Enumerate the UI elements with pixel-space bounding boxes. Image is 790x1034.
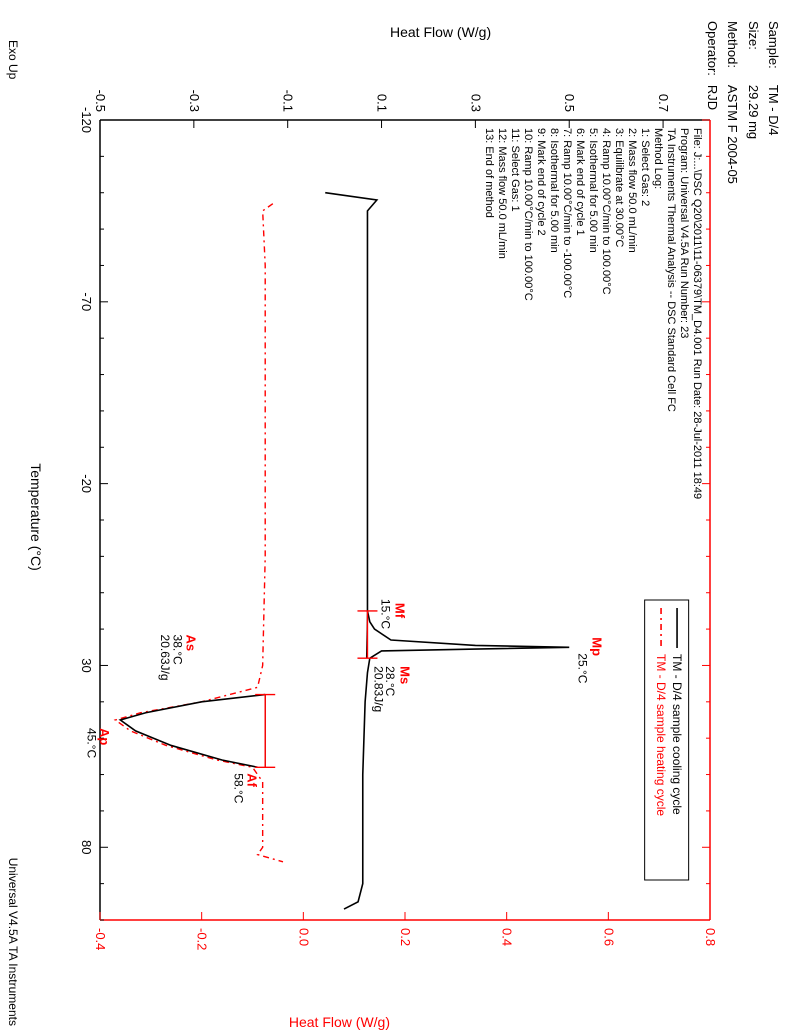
hdr-size-v: 29.29 mg: [744, 84, 762, 185]
plot-area: -120 -70 -20 30 80 -0.5 -0.3 -0.1 0.1 0.3 0.5 0.7 -0…: [60, 70, 720, 970]
svg-text:3: Equilibrate at 30.00°C: 3: Equilibrate at 30.00°C: [613, 128, 625, 247]
y-axis-right-label: Heat Flow (W/g): [289, 1014, 390, 1030]
landscape-page: Sample: TM - D/4 Size: 29.29 mg Method: …: [0, 0, 790, 1034]
svg-text:TA Instruments Thermal Analysi: TA Instruments Thermal Analysis -- DSC S…: [665, 128, 677, 412]
y-axis-left-label: Heat Flow (W/g): [390, 24, 491, 40]
svg-text:0.4: 0.4: [500, 928, 515, 946]
svg-text:Mp: Mp: [590, 637, 605, 656]
x-axis-label: Temperature (°C): [28, 0, 44, 1034]
svg-text:-0.3: -0.3: [187, 90, 202, 112]
svg-text:Af: Af: [244, 773, 259, 787]
svg-text:0.7: 0.7: [656, 94, 671, 112]
svg-text:25.°C: 25.°C: [576, 653, 590, 683]
hdr-method-k: Method:: [723, 20, 741, 82]
footer-version: Universal V4.5A TA Instruments: [6, 858, 20, 1026]
svg-text:-0.1: -0.1: [281, 90, 296, 112]
svg-text:13: End of method: 13: End of method: [483, 128, 495, 218]
svg-text:2: Mass flow 50.0 mL/min: 2: Mass flow 50.0 mL/min: [626, 128, 638, 253]
svg-text:-0.5: -0.5: [93, 90, 108, 112]
svg-text:0.6: 0.6: [601, 928, 616, 946]
svg-text:TM - D/4 sample cooling cycle: TM - D/4 sample cooling cycle: [670, 654, 684, 815]
svg-text:As: As: [183, 635, 198, 652]
footer-exo-up: Exo Up: [6, 40, 20, 79]
svg-text:Ms: Ms: [397, 666, 412, 684]
hdr-method-v: ASTM F 2004-05: [723, 84, 741, 185]
svg-text:0.8: 0.8: [703, 928, 718, 946]
hdr-sample-v: TM - D/4: [764, 84, 782, 185]
svg-text:15.°C: 15.°C: [379, 599, 393, 629]
svg-text:9: Mark end of cycle 2: 9: Mark end of cycle 2: [535, 128, 547, 236]
svg-text:4: Ramp 10.00°C/min to 100.00°: 4: Ramp 10.00°C/min to 100.00°C: [600, 128, 612, 295]
svg-text:20.63J/g: 20.63J/g: [158, 635, 172, 681]
svg-text:0.2: 0.2: [398, 928, 413, 946]
svg-text:-70: -70: [79, 292, 94, 311]
hdr-sample-k: Sample:: [764, 20, 782, 82]
svg-text:20.83J/g: 20.83J/g: [372, 666, 386, 712]
hdr-size-k: Size:: [744, 20, 762, 82]
svg-text:File: J:...\DSC Q20\2011\11-06: File: J:...\DSC Q20\2011\11-06379\TM_D4.…: [691, 128, 703, 499]
rotated-page: Sample: TM - D/4 Size: 29.29 mg Method: …: [0, 0, 790, 1034]
svg-text:-120: -120: [79, 107, 94, 133]
svg-text:38.°C: 38.°C: [171, 635, 185, 665]
svg-text:11: Select Gas: 1: 11: Select Gas: 1: [509, 128, 521, 212]
svg-text:8: Isothermal for 5.00 min: 8: Isothermal for 5.00 min: [548, 128, 560, 253]
svg-text:Method Log:: Method Log:: [652, 128, 664, 189]
svg-text:TM - D/4 sample heating cycle: TM - D/4 sample heating cycle: [654, 654, 668, 816]
svg-text:30: 30: [79, 658, 94, 672]
svg-text:0.0: 0.0: [296, 928, 311, 946]
svg-text:10: Ramp 10.00°C/min to 100.00: 10: Ramp 10.00°C/min to 100.00°C: [522, 128, 534, 301]
svg-text:45.°C: 45.°C: [84, 728, 98, 758]
svg-text:0.5: 0.5: [562, 94, 577, 112]
svg-text:-20: -20: [79, 474, 94, 493]
svg-text:80: 80: [79, 840, 94, 854]
svg-text:Ap: Ap: [97, 728, 112, 745]
svg-text:Mf: Mf: [393, 603, 408, 619]
svg-text:-0.4: -0.4: [93, 928, 108, 950]
svg-text:0.3: 0.3: [468, 94, 483, 112]
svg-text:7: Ramp 10.00°C/min to -100.00: 7: Ramp 10.00°C/min to -100.00°C: [561, 128, 573, 298]
svg-text:-0.2: -0.2: [195, 928, 210, 950]
svg-text:Program: Universal V4.5A Ru: Program: Universal V4.5A Run Number: 23: [678, 128, 690, 338]
svg-text:6: Mark end of cycle 1: 6: Mark end of cycle 1: [574, 128, 586, 236]
svg-text:0.1: 0.1: [375, 94, 390, 112]
svg-text:12: Mass flow 50.0 mL/min: 12: Mass flow 50.0 mL/min: [496, 128, 508, 259]
svg-text:5: Isothermal for 5.00 min: 5: Isothermal for 5.00 min: [587, 128, 599, 253]
svg-text:58.°C: 58.°C: [232, 773, 246, 803]
svg-text:1: Select Gas: 2: 1: Select Gas: 2: [639, 128, 651, 206]
